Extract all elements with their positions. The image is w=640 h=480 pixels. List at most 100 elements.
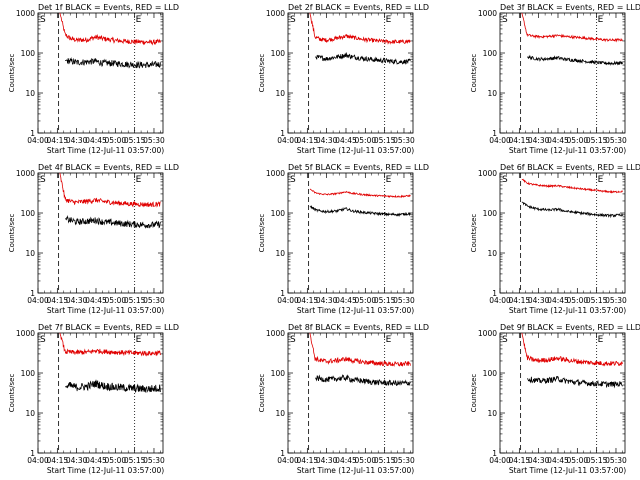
x-tick-label: 05:15 — [374, 136, 396, 145]
x-tick-label: 04:00 — [277, 296, 299, 305]
x-axis-label: Start Time (12-Jul-11 03:57:00) — [509, 306, 626, 315]
x-tick-label: 04:15 — [47, 456, 69, 465]
end-marker-label: E — [136, 15, 142, 25]
start-marker-label: S — [290, 175, 296, 185]
panel-title: Det 7f BLACK = Events, RED = LLD — [38, 323, 179, 332]
y-tick-label: 1 — [492, 129, 497, 138]
events-series-line — [527, 375, 623, 389]
y-tick-label: 10 — [275, 89, 285, 98]
start-marker-label: S — [40, 15, 46, 25]
x-tick-label: 05:00 — [567, 136, 589, 145]
start-marker-label: S — [290, 335, 296, 345]
detector-panel-9: Det 9f BLACK = Events, RED = LLD 1 10 100 10… — [470, 323, 640, 475]
end-marker-label: E — [598, 15, 604, 25]
x-tick-label: 05:00 — [567, 296, 589, 305]
x-axis-label: Start Time (12-Jul-11 03:57:00) — [47, 306, 164, 315]
x-tick-label: 04:45 — [335, 456, 357, 465]
x-tick-label: 04:00 — [489, 456, 511, 465]
x-tick-label: 05:00 — [105, 456, 127, 465]
panel-title: Det 3f BLACK = Events, RED = LLD — [500, 3, 640, 12]
y-tick-label: 100 — [271, 369, 286, 378]
x-axis-label: Start Time (12-Jul-11 03:57:00) — [47, 146, 164, 155]
y-axis-label: Counts/sec — [258, 214, 266, 253]
x-tick-label: 04:00 — [27, 296, 49, 305]
y-tick-label: 1000 — [266, 9, 285, 18]
x-tick-label: 04:45 — [85, 136, 107, 145]
x-tick-label: 05:15 — [124, 296, 146, 305]
detector-panel-2: Det 2f BLACK = Events, RED = LLD 1 10 100 10… — [258, 3, 429, 155]
x-tick-label: 04:00 — [277, 456, 299, 465]
lld-series-line — [59, 332, 161, 357]
x-tick-label: 04:30 — [528, 136, 550, 145]
x-tick-label: 05:30 — [143, 136, 165, 145]
y-tick-label: 10 — [487, 409, 497, 418]
x-tick-label: 04:15 — [509, 136, 531, 145]
y-tick-label: 10 — [487, 89, 497, 98]
end-marker-label: E — [598, 175, 604, 185]
y-tick-label: 1000 — [478, 9, 497, 18]
y-tick-label: 100 — [271, 209, 286, 218]
y-tick-label: 10 — [275, 409, 285, 418]
lld-series-line — [521, 178, 623, 194]
x-tick-label: 04:45 — [547, 296, 569, 305]
panel-title: Det 9f BLACK = Events, RED = LLD — [500, 323, 640, 332]
panel-title: Det 2f BLACK = Events, RED = LLD — [288, 3, 429, 12]
x-tick-label: 04:30 — [316, 136, 338, 145]
x-tick-label: 05:00 — [355, 296, 377, 305]
lld-series-line — [521, 12, 623, 43]
detector-panel-3: Det 3f BLACK = Events, RED = LLD 1 10 100 10… — [470, 3, 640, 155]
y-tick-label: 1 — [280, 129, 285, 138]
x-tick-label: 04:45 — [85, 296, 107, 305]
x-tick-label: 04:30 — [528, 296, 550, 305]
end-marker-label: E — [136, 175, 142, 185]
x-tick-label: 04:30 — [316, 456, 338, 465]
detector-panel-4: Det 4f BLACK = Events, RED = LLD 1 10 100 10… — [8, 163, 179, 315]
x-tick-label: 05:15 — [586, 456, 608, 465]
y-tick-label: 1000 — [266, 329, 285, 338]
x-tick-label: 04:45 — [547, 136, 569, 145]
x-tick-label: 04:00 — [489, 136, 511, 145]
x-axis-label: Start Time (12-Jul-11 03:57:00) — [509, 466, 626, 475]
panel-title: Det 4f BLACK = Events, RED = LLD — [38, 163, 179, 172]
x-tick-label: 04:00 — [489, 296, 511, 305]
x-tick-label: 05:30 — [393, 456, 415, 465]
y-tick-label: 100 — [21, 209, 36, 218]
y-tick-label: 10 — [487, 249, 497, 258]
x-tick-label: 05:15 — [124, 456, 146, 465]
y-axis-label: Counts/sec — [470, 54, 478, 93]
events-series-line — [309, 205, 411, 217]
plot-frame — [37, 172, 164, 294]
y-tick-label: 1 — [492, 449, 497, 458]
events-series-line — [315, 374, 411, 387]
y-tick-label: 1000 — [16, 329, 35, 338]
x-tick-label: 05:15 — [586, 136, 608, 145]
x-tick-label: 05:15 — [374, 296, 396, 305]
x-tick-label: 04:30 — [316, 296, 338, 305]
x-tick-label: 04:15 — [47, 136, 69, 145]
y-tick-label: 1 — [280, 289, 285, 298]
events-series-line — [521, 201, 623, 219]
x-tick-label: 04:45 — [547, 456, 569, 465]
end-marker-label: E — [136, 335, 142, 345]
x-tick-label: 04:15 — [297, 296, 319, 305]
x-tick-label: 04:00 — [27, 456, 49, 465]
x-axis-label: Start Time (12-Jul-11 03:57:00) — [47, 466, 164, 475]
start-marker-label: S — [290, 15, 296, 25]
y-tick-label: 1000 — [266, 169, 285, 178]
y-axis-label: Counts/sec — [258, 374, 266, 413]
y-tick-label: 1 — [280, 449, 285, 458]
x-tick-label: 04:45 — [335, 136, 357, 145]
y-axis-label: Counts/sec — [8, 374, 16, 413]
x-tick-label: 04:15 — [297, 456, 319, 465]
x-tick-label: 04:00 — [27, 136, 49, 145]
end-marker-label: E — [598, 335, 604, 345]
start-marker-label: S — [502, 15, 508, 25]
events-series-line — [527, 54, 623, 66]
y-tick-label: 100 — [21, 369, 36, 378]
plot-frame — [499, 12, 626, 134]
x-axis-label: Start Time (12-Jul-11 03:57:00) — [297, 466, 414, 475]
plot-frame — [287, 12, 414, 134]
detector-panel-6: Det 6f BLACK = Events, RED = LLD 1 10 100 10… — [470, 163, 640, 315]
start-marker-label: S — [502, 335, 508, 345]
